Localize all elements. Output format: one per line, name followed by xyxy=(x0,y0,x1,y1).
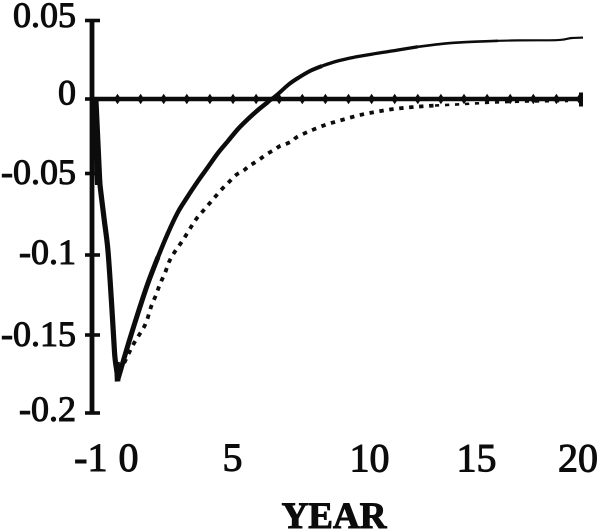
svg-text:15: 15 xyxy=(457,436,497,481)
svg-text:-0.05: -0.05 xyxy=(1,152,76,192)
svg-text:20: 20 xyxy=(558,436,598,481)
svg-text:5: 5 xyxy=(223,435,243,480)
svg-text:-0.1: -0.1 xyxy=(19,232,76,272)
svg-text:-0.15: -0.15 xyxy=(1,314,76,354)
svg-text:10: 10 xyxy=(350,436,390,481)
svg-text:YEAR: YEAR xyxy=(282,496,388,532)
svg-text:0: 0 xyxy=(58,73,76,113)
svg-text:0.05: 0.05 xyxy=(13,0,76,35)
svg-text:-1: -1 xyxy=(74,435,107,480)
svg-text:-0.2: -0.2 xyxy=(19,389,76,429)
svg-text:0: 0 xyxy=(119,435,139,480)
